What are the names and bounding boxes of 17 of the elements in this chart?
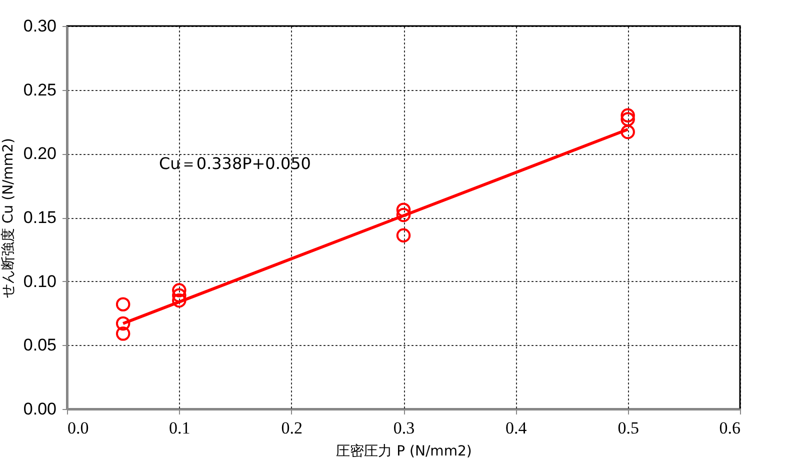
y-tick-label: 0.15	[23, 208, 56, 227]
x-tick-label: 0.2	[281, 418, 302, 438]
y-tick-label: 0.30	[23, 16, 56, 36]
x-tick-label: 0.3	[393, 418, 415, 438]
y-tick-label: 0.05	[23, 336, 56, 355]
x-tick-label: 0.6	[719, 418, 740, 438]
x-tick-label: 0.5	[618, 418, 639, 438]
x-axis-title: 圧密圧力 P (N/mm2)	[336, 444, 472, 460]
y-axis-title: せん断強度 Cu (N/mm2)	[0, 138, 16, 298]
x-tick-label: 0.0	[68, 418, 89, 438]
y-tick-label: 0.25	[23, 80, 56, 100]
annotation: Cu＝0.338P+0.050	[159, 154, 311, 173]
x-tick-label: 0.4	[506, 418, 528, 438]
y-tick-label: 0.00	[23, 400, 56, 418]
y-tick-label: 0.20	[23, 144, 56, 164]
x-tick-label: 0.1	[169, 418, 190, 438]
y-tick-label: 0.10	[23, 272, 56, 291]
